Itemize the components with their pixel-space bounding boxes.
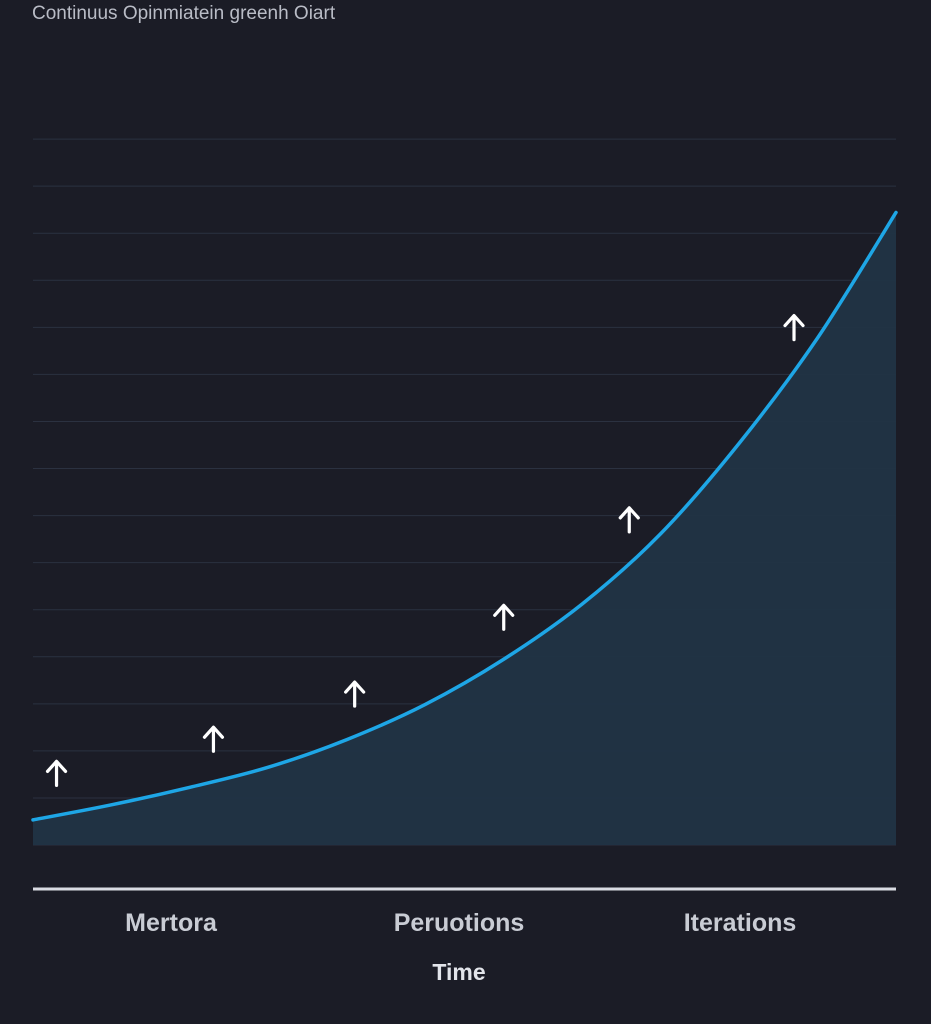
x-axis-label: Time <box>432 959 485 985</box>
category-label: Iterations <box>684 909 797 937</box>
up-arrow-icon <box>618 506 640 534</box>
up-arrow-icon <box>45 759 68 787</box>
up-arrow-icon <box>783 314 805 342</box>
arrow-markers <box>45 314 805 787</box>
category-label: Mertora <box>125 909 218 937</box>
series-line <box>31 210 898 822</box>
category-labels: Mertora Peruotions Iterations <box>125 909 796 937</box>
up-arrow-icon <box>202 725 225 753</box>
gridlines <box>33 138 896 846</box>
chart-title: Continuus Opinmiatein greenh Oiart <box>32 3 336 24</box>
line-layer <box>31 210 898 822</box>
up-arrow-icon <box>344 680 366 708</box>
category-label: Peruotions <box>394 909 525 937</box>
area-layer <box>33 212 896 846</box>
up-arrow-icon <box>493 603 515 631</box>
series-area <box>33 212 896 846</box>
